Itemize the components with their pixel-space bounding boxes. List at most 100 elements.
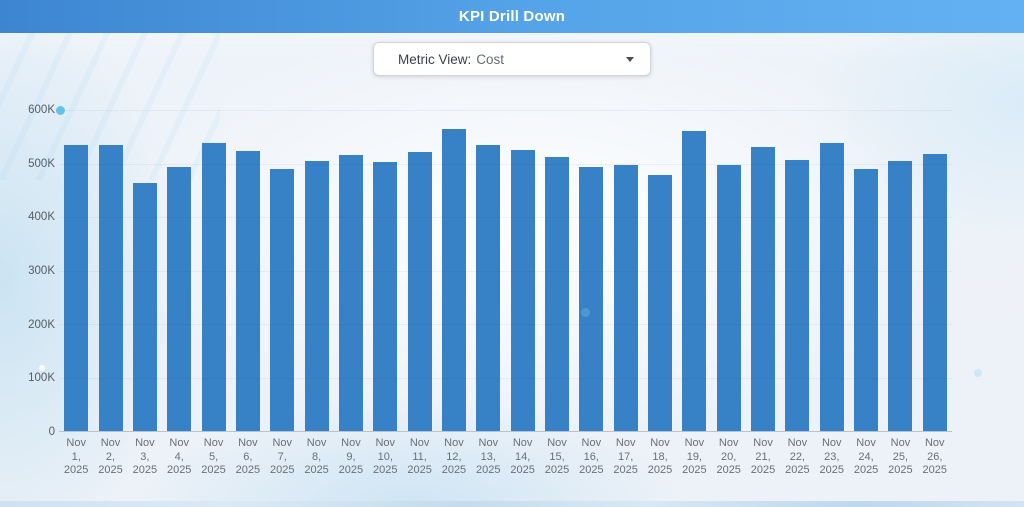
gridline [59, 217, 952, 218]
x-axis-tick-label: Nov 2, 2025 [98, 437, 123, 476]
x-axis-tick-label: Nov 9, 2025 [338, 437, 364, 476]
y-axis: 0 100K 200K 300K 400K 500K 600K [0, 104, 55, 438]
x-axis-tick-label: Nov 7, 2025 [269, 437, 295, 476]
header-bar: KPI Drill Down [0, 0, 1024, 33]
bar[interactable] [819, 142, 844, 431]
metric-view-dropdown[interactable]: Metric View: Cost [373, 42, 651, 76]
x-axis-tick-label: Nov 4, 2025 [166, 437, 192, 476]
x-axis-tick-label: Nov 1, 2025 [63, 437, 89, 476]
bar[interactable] [235, 151, 260, 431]
gridline [59, 270, 952, 272]
sparkle-dot-decoration [974, 369, 982, 377]
sparkle-dot-decoration [39, 365, 45, 371]
bar[interactable] [613, 165, 638, 431]
x-axis-tick-label: Nov 24, 2025 [853, 437, 879, 476]
x-axis-tick-label: Nov 17, 2025 [613, 437, 638, 476]
x-axis-tick-label: Nov 26, 2025 [922, 437, 947, 476]
bar[interactable] [64, 145, 89, 431]
y-axis-tick-label: 100K [28, 372, 55, 385]
bar-column [265, 110, 299, 431]
bar-column [231, 110, 265, 431]
bar-column [59, 110, 93, 431]
bar-column [712, 110, 746, 431]
y-axis-tick-label: 600K [28, 104, 55, 116]
bar-chart: 0 100K 200K 300K 400K 500K 600K [0, 104, 952, 438]
bar[interactable] [579, 166, 604, 431]
bar[interactable] [201, 143, 226, 431]
x-axis-tick-label: Nov 11, 2025 [407, 437, 432, 476]
x-axis-tick-label: Nov 25, 2025 [888, 437, 913, 476]
gridline [59, 377, 952, 379]
bar-column [574, 110, 608, 431]
x-axis-tick-label: Nov 14, 2025 [510, 437, 535, 476]
bar[interactable] [270, 169, 295, 431]
bar[interactable] [716, 165, 741, 431]
bar[interactable] [373, 161, 398, 431]
x-axis-tick-label: Nov 19, 2025 [682, 437, 707, 476]
bar-column [918, 110, 952, 431]
bar-column [883, 110, 917, 431]
gridline [59, 163, 952, 165]
x-axis-tick-label: Nov 8, 2025 [304, 437, 329, 476]
x-axis-tick-label: Nov 3, 2025 [132, 437, 158, 476]
bar-column [815, 110, 849, 431]
gridline [59, 431, 952, 432]
bar[interactable] [338, 154, 363, 431]
y-axis-tick-label: 500K [28, 157, 55, 170]
bar[interactable] [167, 166, 192, 431]
x-axis-tick-label: Nov 23, 2025 [819, 437, 844, 476]
bar-column [540, 110, 574, 431]
bar[interactable] [544, 156, 569, 431]
bar[interactable] [785, 159, 810, 431]
x-axis-tick-label: Nov 21, 2025 [750, 437, 776, 476]
bar[interactable] [922, 153, 947, 431]
metric-view-value: Cost [476, 51, 505, 67]
page-title: KPI Drill Down [458, 8, 566, 25]
bar[interactable] [682, 131, 707, 431]
bar-column [609, 110, 643, 431]
metric-view-label: Metric View: [398, 51, 472, 67]
bar[interactable] [407, 151, 432, 431]
plot-area [59, 110, 952, 432]
bar[interactable] [648, 174, 673, 431]
bar[interactable] [510, 149, 535, 431]
bar[interactable] [304, 161, 329, 431]
bar[interactable] [132, 182, 157, 431]
x-axis-labels: Nov 1, 2025 Nov 2, 2025 Nov 3, 2025 Nov 4, 2025 Nov 5… [59, 437, 952, 478]
bar[interactable] [476, 145, 501, 431]
bar-column [368, 110, 402, 431]
y-axis-tick-label: 200K [28, 318, 55, 331]
x-axis-tick-label: Nov 10, 2025 [373, 437, 398, 476]
bar[interactable] [751, 147, 776, 431]
bar-column [196, 110, 230, 431]
x-axis-tick-label: Nov 12, 2025 [441, 437, 467, 476]
bar-column [849, 110, 883, 431]
bottom-edge-decoration [0, 501, 1024, 507]
bar-column [162, 110, 196, 431]
bar-column [299, 110, 333, 431]
bar[interactable] [888, 160, 913, 431]
bar-column [93, 110, 127, 431]
chevron-down-icon [626, 56, 634, 62]
y-axis-tick-label: 300K [28, 265, 55, 277]
x-axis-tick-label: Nov 5, 2025 [201, 437, 226, 476]
sparkle-dot-decoration [581, 308, 590, 317]
x-axis-tick-label: Nov 16, 2025 [579, 437, 604, 476]
gridline [59, 110, 952, 111]
sparkle-dot-decoration [56, 106, 65, 115]
bar-column [437, 110, 471, 431]
bar[interactable] [441, 129, 466, 431]
bar-column [471, 110, 505, 431]
x-axis-tick-label: Nov 18, 2025 [647, 437, 673, 476]
gridline [59, 324, 952, 325]
x-axis-tick-label: Nov 15, 2025 [544, 437, 570, 476]
bar-column [505, 110, 539, 431]
bar-column [334, 110, 368, 431]
y-axis-tick-label: 0 [48, 426, 55, 438]
bar[interactable] [854, 169, 879, 431]
bar-column [128, 110, 162, 431]
bar-column [746, 110, 780, 431]
bar[interactable] [98, 144, 123, 431]
bar-column [643, 110, 677, 431]
